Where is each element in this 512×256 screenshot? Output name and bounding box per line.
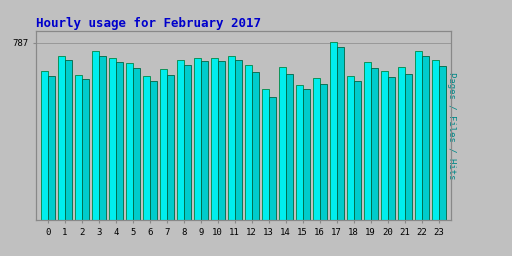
Text: Hourly usage for February 2017: Hourly usage for February 2017 (36, 17, 261, 29)
Bar (286, 73, 293, 220)
Y-axis label: Pages / Files / Hits: Pages / Files / Hits (447, 72, 456, 179)
Bar (201, 61, 208, 220)
Bar (262, 89, 269, 220)
Bar (160, 69, 167, 220)
Bar (312, 78, 319, 220)
Bar (330, 42, 337, 220)
Bar (177, 60, 184, 220)
Bar (167, 75, 174, 220)
Bar (439, 66, 446, 220)
Bar (210, 58, 218, 220)
Bar (252, 72, 259, 220)
Bar (295, 85, 303, 220)
Bar (125, 63, 133, 220)
Bar (150, 81, 157, 220)
Bar (380, 71, 388, 220)
Bar (116, 62, 123, 220)
Bar (415, 51, 422, 220)
Bar (303, 89, 310, 220)
Bar (40, 71, 48, 220)
Bar (194, 58, 201, 220)
Bar (404, 73, 412, 220)
Bar (397, 67, 404, 220)
Bar (82, 79, 89, 220)
Bar (354, 81, 361, 220)
Bar (432, 60, 439, 220)
Bar (347, 76, 354, 220)
Bar (92, 51, 99, 220)
Bar (279, 67, 286, 220)
Bar (234, 60, 242, 220)
Bar (319, 84, 327, 220)
Bar (388, 77, 395, 220)
Bar (364, 62, 371, 220)
Bar (142, 76, 150, 220)
Bar (218, 61, 225, 220)
Bar (371, 68, 378, 220)
Bar (75, 75, 82, 220)
Bar (109, 58, 116, 220)
Bar (65, 60, 72, 220)
Bar (48, 76, 55, 220)
Bar (269, 97, 276, 220)
Bar (245, 65, 252, 220)
Bar (184, 65, 191, 220)
Bar (422, 56, 429, 220)
Bar (337, 47, 344, 220)
Bar (227, 56, 234, 220)
Bar (133, 68, 140, 220)
Bar (57, 56, 65, 220)
Bar (99, 56, 106, 220)
